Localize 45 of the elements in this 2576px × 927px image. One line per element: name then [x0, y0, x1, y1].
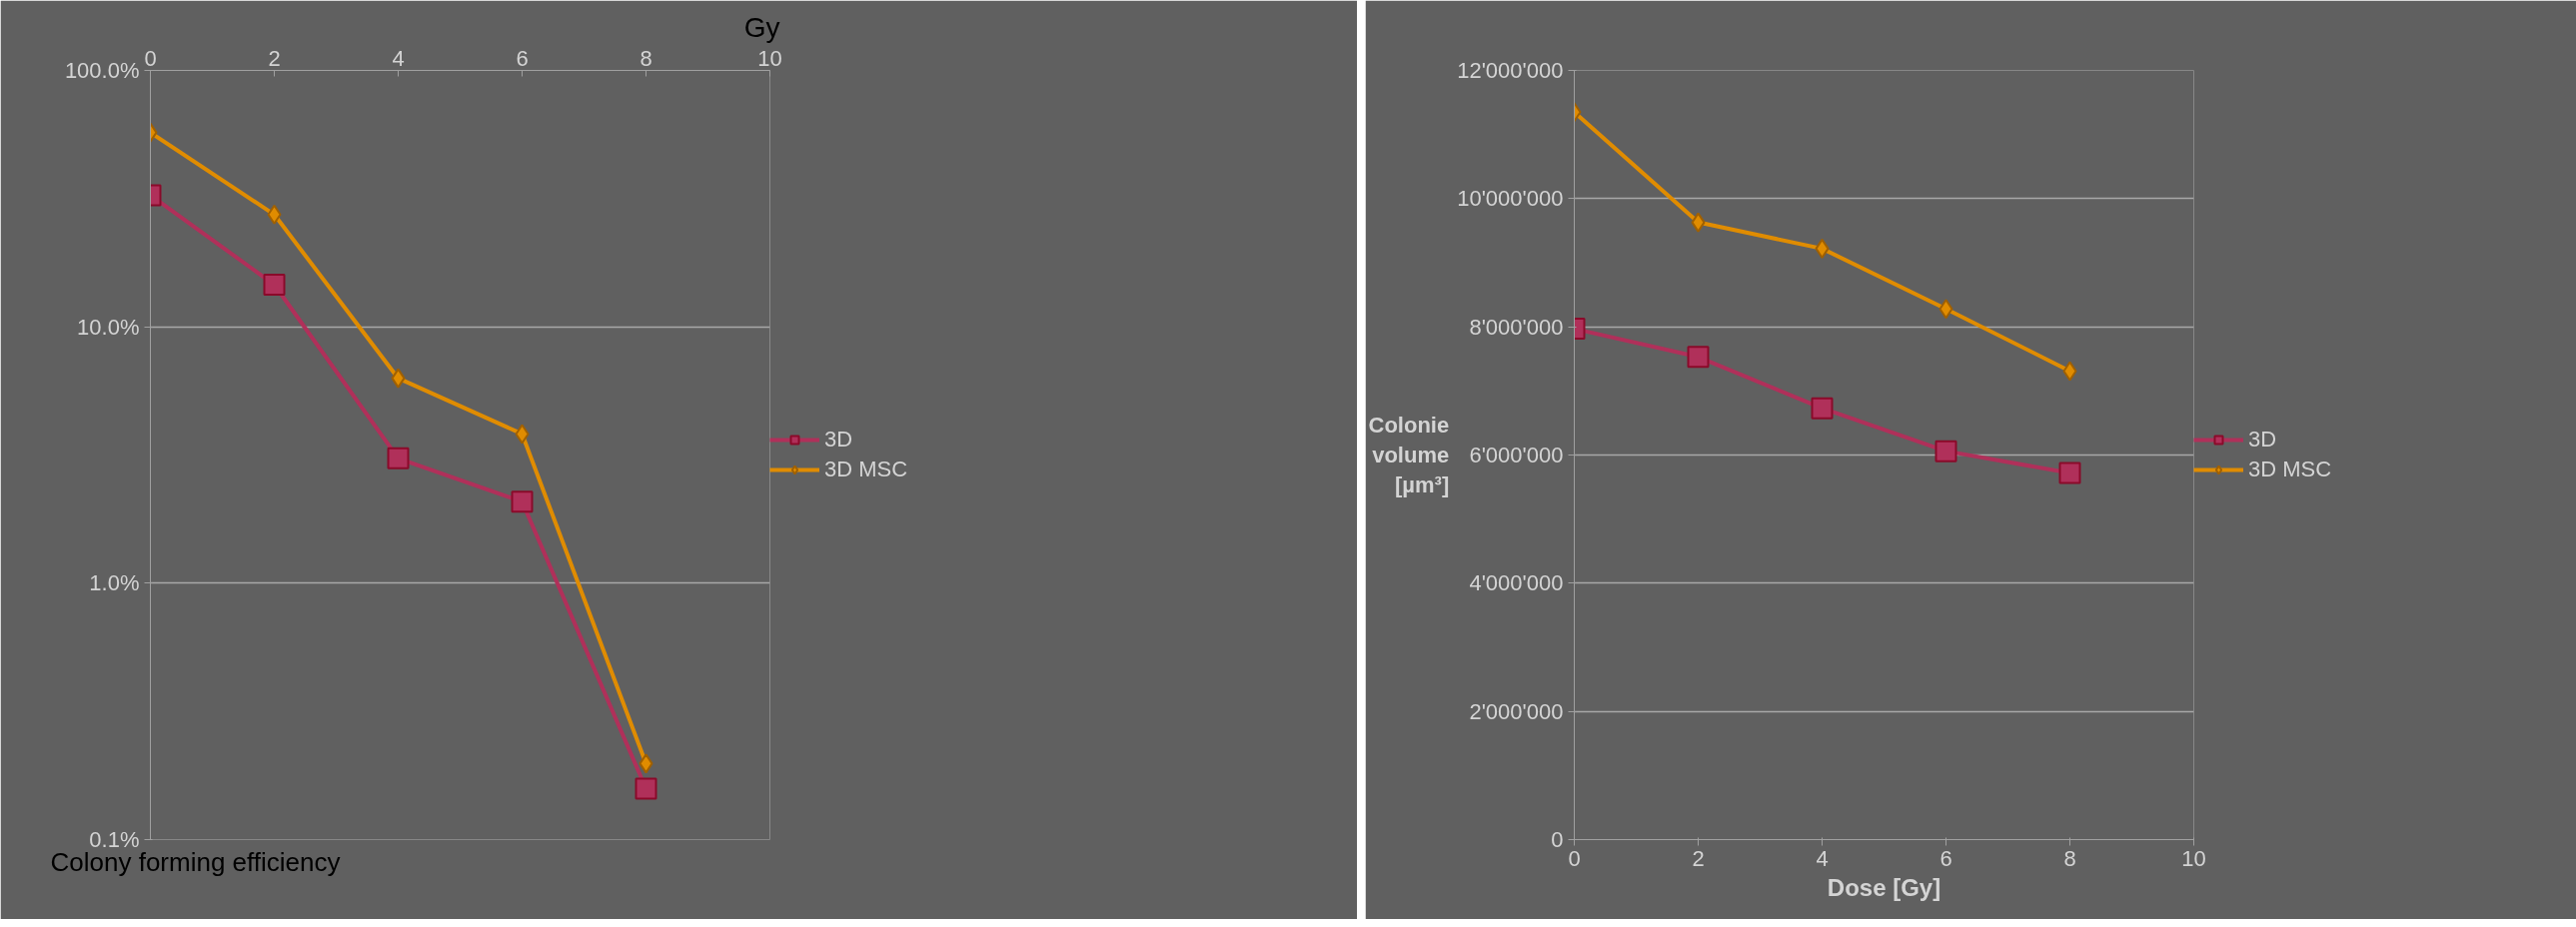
- x-axis-title: Gy: [743, 11, 780, 43]
- point: [391, 368, 406, 389]
- y-tick-label: 100.0%: [64, 58, 140, 83]
- point: [1815, 238, 1830, 259]
- point: [2062, 361, 2077, 382]
- y-tick-label: 1.0%: [89, 570, 140, 596]
- point: [1938, 299, 1953, 320]
- y-tick-label: 10.0%: [77, 314, 140, 340]
- y-tick-label: 12'000'000: [1457, 58, 1564, 83]
- point: [2058, 462, 2081, 484]
- point: [1687, 346, 1710, 369]
- y-tick-label: 4'000'000: [1469, 570, 1564, 596]
- legend-label: 3D MSC: [2248, 457, 2332, 482]
- y-axis-title: Colonie volume [µm³]: [1368, 413, 1450, 497]
- point: [511, 490, 534, 513]
- legend-label: 3D: [824, 427, 853, 453]
- point: [515, 424, 530, 445]
- point: [1934, 440, 1957, 463]
- x-tick-label: 10: [2181, 845, 2206, 871]
- legend-label: 3D MSC: [824, 457, 908, 482]
- y-tick-label: 8'000'000: [1469, 314, 1564, 340]
- x-tick-label: 4: [1816, 845, 1829, 871]
- y-tick-label: 10'000'000: [1457, 186, 1564, 212]
- y-tick-label: 2'000'000: [1469, 698, 1564, 724]
- x-tick-label: 6: [1939, 845, 1952, 871]
- x-tick-label: 2: [1692, 845, 1705, 871]
- legend-label: 3D: [2248, 427, 2277, 453]
- point: [1811, 397, 1834, 420]
- y-tick-label: 0: [1551, 827, 1564, 852]
- x-tick-label: 10: [757, 45, 782, 71]
- x-tick-label: 0: [1568, 845, 1581, 871]
- point: [387, 447, 410, 469]
- x-tick-label: 8: [640, 45, 652, 71]
- y-tick-label: 6'000'000: [1469, 443, 1564, 467]
- x-tick-label: 6: [516, 45, 529, 71]
- x-tick-label: 0: [144, 45, 157, 71]
- point: [635, 777, 657, 800]
- x-tick-label: 2: [268, 45, 281, 71]
- x-tick-label: 4: [392, 45, 405, 71]
- point: [1691, 212, 1706, 233]
- point: [267, 204, 282, 225]
- point: [639, 753, 653, 774]
- x-axis-title: Dose [Gy]: [1827, 873, 1941, 901]
- point: [263, 273, 286, 296]
- x-tick-label: 8: [2063, 845, 2076, 871]
